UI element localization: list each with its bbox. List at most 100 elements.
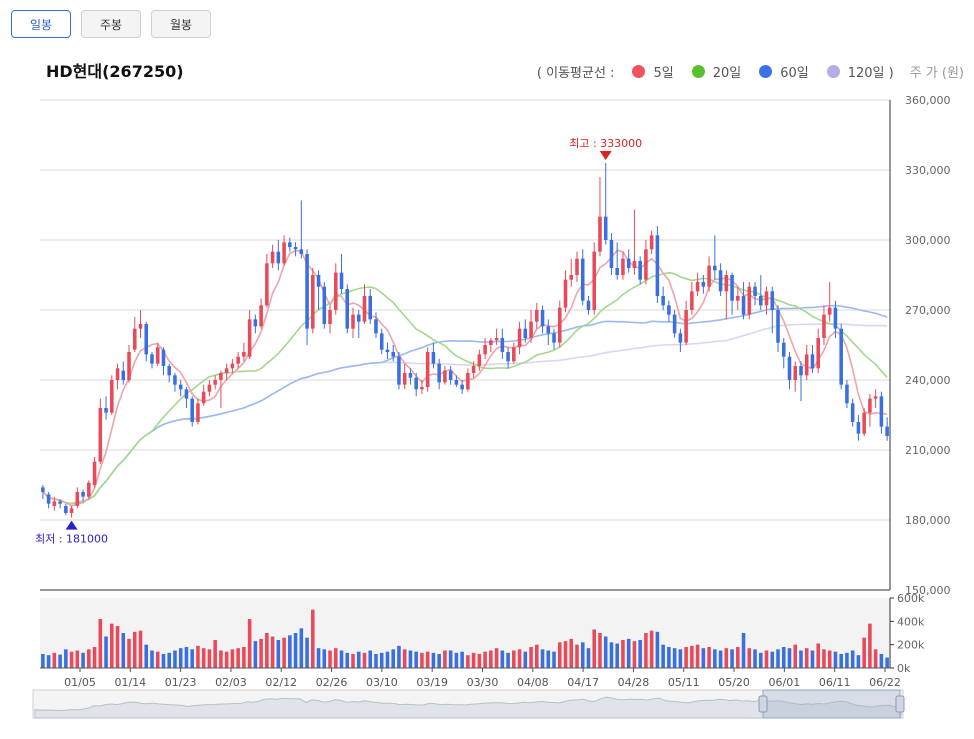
volume-bar — [178, 648, 183, 668]
volume-bar — [167, 652, 172, 668]
candle-body — [466, 373, 470, 390]
volume-bar — [155, 651, 160, 668]
candle-body — [132, 328, 137, 350]
volume-bar — [827, 650, 832, 668]
volume-bar — [351, 654, 355, 668]
candle-body — [58, 501, 62, 504]
volume-bar — [678, 649, 683, 668]
date-tick-label: 01/23 — [165, 676, 197, 689]
candle-body — [816, 338, 820, 369]
volume-bar — [132, 631, 137, 668]
volume-bar — [443, 650, 447, 668]
navigator-handle[interactable] — [895, 695, 905, 713]
price-unit-label: 주 가 (원) — [909, 66, 964, 81]
volume-bar — [339, 650, 344, 668]
price-tick-label: 300,000 — [905, 234, 951, 247]
date-tick-label: 02/12 — [265, 676, 297, 689]
volume-bar — [64, 649, 68, 668]
price-tick-label: 180,000 — [905, 514, 951, 527]
candle-body — [810, 354, 815, 369]
candle-body — [523, 328, 528, 338]
candle-body — [52, 501, 57, 506]
navigator-handle[interactable] — [758, 695, 768, 713]
candle-body — [230, 363, 235, 369]
candle-body — [649, 235, 654, 250]
legend-label-ma60: 60일 — [780, 66, 809, 81]
volume-bar — [580, 642, 585, 668]
price-tick-label: 210,000 — [905, 444, 951, 457]
candle-body — [408, 373, 413, 378]
volume-bar — [477, 654, 482, 668]
volume-bar — [684, 647, 688, 668]
volume-bar — [265, 633, 269, 668]
candle-body — [299, 249, 304, 254]
candle-body — [856, 422, 861, 434]
volume-bar — [110, 623, 114, 668]
volume-bar — [626, 638, 631, 668]
candle-body — [655, 235, 660, 296]
candle-body — [489, 340, 493, 345]
volume-bar — [804, 648, 809, 668]
date-tick-label: 03/10 — [366, 676, 398, 689]
volume-bar — [368, 650, 373, 668]
date-tick-label: 03/19 — [416, 676, 448, 689]
candle-body — [282, 242, 286, 264]
tab-weekly[interactable]: 주봉 — [81, 10, 141, 38]
volume-bar — [437, 654, 441, 668]
volume-bar — [104, 636, 108, 668]
candle-body — [804, 354, 809, 376]
volume-bar — [489, 650, 493, 668]
tab-monthly[interactable]: 월봉 — [151, 10, 211, 38]
volume-bar — [695, 644, 700, 668]
low-marker-icon — [65, 520, 78, 530]
volume-bar — [793, 644, 798, 668]
volume-bar — [196, 645, 200, 668]
candle-body — [764, 291, 769, 306]
volume-bar — [540, 649, 545, 668]
candle-body — [316, 275, 321, 287]
volume-bar — [535, 644, 539, 668]
volume-bar — [270, 636, 275, 668]
date-tick-label: 03/30 — [467, 676, 499, 689]
candle-body — [242, 352, 246, 357]
volume-bar — [259, 638, 263, 668]
volume-bar — [810, 650, 815, 668]
volume-bar — [127, 638, 131, 668]
candle-body — [879, 396, 884, 427]
date-tick-label: 06/11 — [819, 676, 851, 689]
volume-bar — [690, 645, 694, 668]
date-tick-label: 06/22 — [869, 676, 901, 689]
candle-body — [201, 391, 206, 404]
candle-body — [632, 261, 637, 268]
volume-tick-label: 0k — [897, 662, 911, 675]
candle-body — [615, 268, 619, 275]
candle-body — [69, 508, 74, 513]
volume-bar — [603, 636, 608, 668]
volume-bar — [448, 650, 453, 668]
volume-bar — [190, 649, 194, 668]
candle-body — [713, 265, 717, 271]
volume-bar — [529, 647, 533, 668]
candle-body — [420, 387, 424, 390]
candle-body — [87, 482, 91, 497]
low-price-label: 최저 : 181000 — [35, 533, 108, 546]
volume-bar — [569, 638, 574, 668]
price-tick-label: 360,000 — [905, 94, 951, 107]
candle-body — [684, 310, 688, 343]
candle-body — [535, 310, 539, 322]
candle-body — [730, 275, 734, 301]
volume-bar — [420, 652, 424, 668]
candle-body — [333, 272, 338, 310]
volume-bar — [845, 652, 849, 668]
candle-body — [758, 296, 763, 306]
candle-body — [603, 216, 608, 240]
tab-daily[interactable]: 일봉 — [11, 10, 71, 38]
candle-body — [718, 270, 723, 292]
date-tick-label: 01/05 — [64, 676, 96, 689]
volume-bar — [230, 649, 235, 668]
volume-bar — [609, 642, 614, 668]
candle-body — [81, 492, 85, 497]
candle-body — [207, 384, 212, 392]
candle-body — [104, 408, 108, 413]
